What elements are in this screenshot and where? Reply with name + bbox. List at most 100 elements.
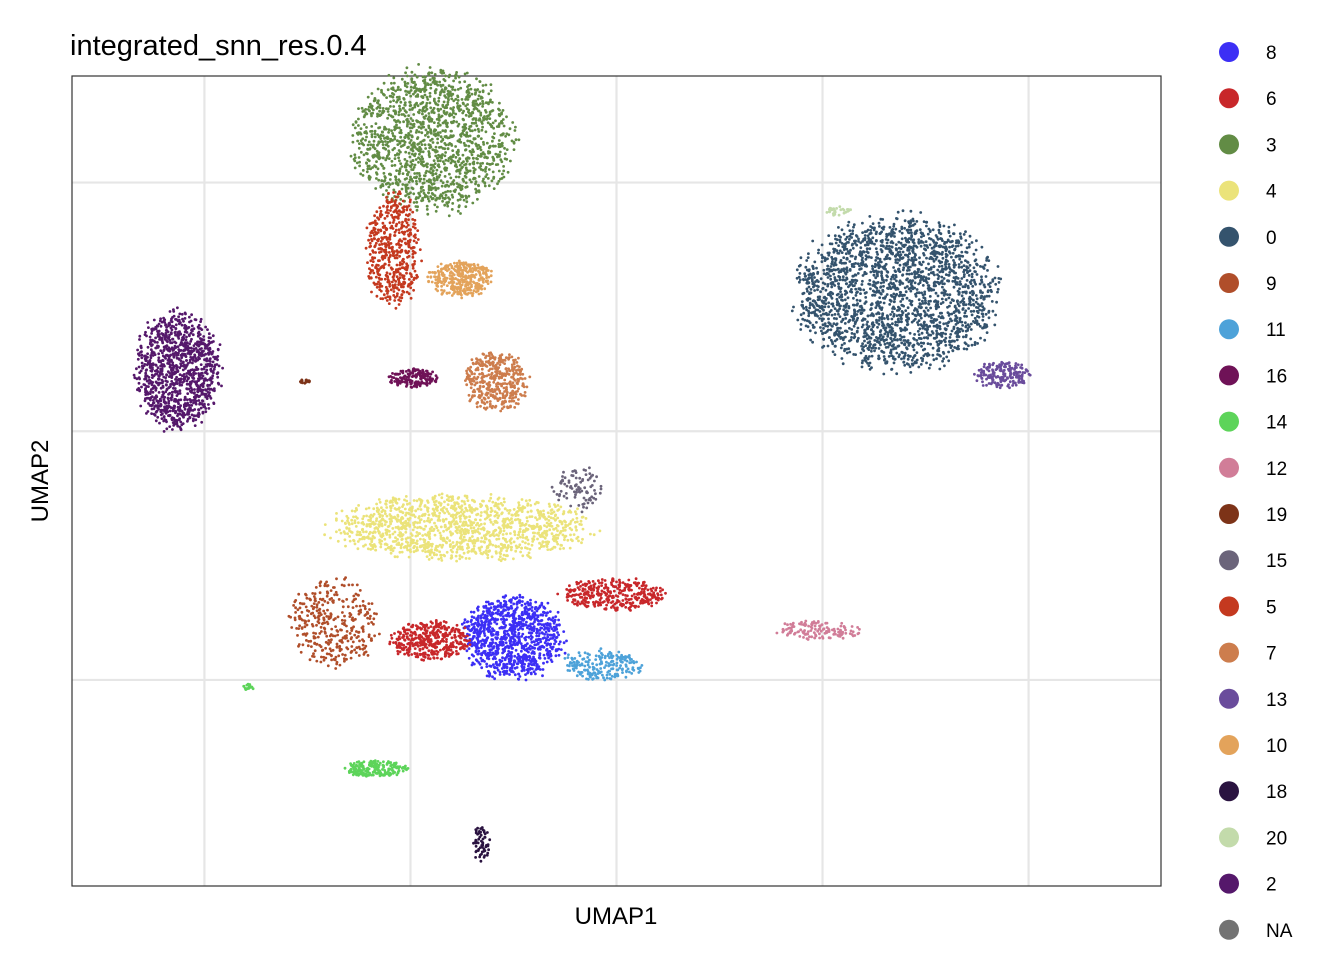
- point: [385, 214, 389, 218]
- point: [170, 328, 174, 332]
- point: [413, 233, 417, 237]
- point: [956, 299, 959, 303]
- point: [393, 157, 397, 161]
- point: [467, 91, 471, 95]
- point: [157, 322, 161, 326]
- point: [184, 328, 188, 332]
- point: [410, 70, 414, 74]
- point: [430, 118, 434, 121]
- point: [454, 73, 458, 76]
- point: [365, 135, 368, 139]
- point: [386, 88, 390, 92]
- point: [171, 361, 175, 365]
- point: [159, 408, 163, 412]
- point: [199, 389, 203, 393]
- point: [476, 154, 480, 158]
- point: [388, 272, 392, 276]
- point: [924, 240, 928, 244]
- point: [819, 326, 822, 329]
- point: [523, 377, 527, 380]
- point: [188, 416, 192, 420]
- point: [447, 214, 451, 218]
- point: [444, 74, 447, 78]
- point: [489, 274, 493, 278]
- point: [500, 111, 503, 115]
- point: [496, 361, 499, 365]
- point: [368, 245, 372, 249]
- point: [924, 306, 928, 310]
- point: [439, 179, 443, 183]
- point: [430, 183, 434, 186]
- point: [805, 259, 809, 262]
- point: [405, 124, 409, 128]
- point: [885, 278, 888, 282]
- point: [157, 377, 161, 381]
- point: [444, 119, 448, 122]
- point: [154, 419, 158, 423]
- point: [162, 363, 166, 367]
- point: [476, 263, 480, 267]
- point: [464, 175, 468, 179]
- point: [399, 128, 403, 132]
- point: [422, 164, 426, 168]
- point: [916, 329, 920, 333]
- point: [372, 143, 375, 147]
- point: [412, 201, 416, 204]
- point: [487, 151, 490, 155]
- point: [877, 354, 881, 358]
- point: [192, 399, 196, 402]
- point: [826, 276, 830, 279]
- point: [402, 290, 406, 294]
- point: [377, 153, 381, 157]
- point: [373, 129, 377, 133]
- point: [889, 313, 892, 316]
- point: [506, 170, 510, 174]
- point: [375, 294, 379, 298]
- point: [164, 323, 167, 327]
- point: [377, 269, 380, 273]
- point: [451, 85, 455, 89]
- point: [175, 333, 179, 337]
- point: [471, 292, 475, 295]
- point: [470, 382, 474, 386]
- point: [477, 183, 480, 187]
- point: [136, 348, 140, 352]
- point: [413, 218, 417, 222]
- point: [148, 335, 152, 339]
- point: [983, 263, 987, 267]
- point: [455, 120, 458, 124]
- point: [188, 403, 191, 407]
- point: [505, 148, 509, 152]
- point: [177, 333, 181, 337]
- point: [146, 345, 150, 349]
- point: [906, 320, 909, 324]
- point: [412, 278, 416, 281]
- point: [969, 328, 973, 331]
- point: [412, 192, 416, 196]
- point: [160, 395, 164, 399]
- point: [389, 288, 393, 292]
- point: [496, 182, 499, 186]
- point: [425, 169, 428, 173]
- point: [464, 181, 468, 185]
- point: [476, 289, 480, 293]
- point: [146, 321, 150, 324]
- point: [433, 97, 436, 101]
- point: [414, 131, 418, 134]
- point: [441, 129, 445, 133]
- point: [166, 406, 170, 410]
- point: [882, 355, 886, 358]
- point: [401, 285, 405, 289]
- point: [145, 334, 148, 338]
- point: [423, 85, 427, 89]
- point: [374, 275, 378, 279]
- point: [821, 332, 824, 335]
- point: [800, 300, 804, 303]
- point: [415, 172, 419, 175]
- point: [416, 104, 420, 108]
- point: [398, 192, 402, 196]
- point: [407, 218, 410, 222]
- point: [163, 334, 166, 337]
- point: [468, 149, 472, 153]
- point: [441, 291, 444, 295]
